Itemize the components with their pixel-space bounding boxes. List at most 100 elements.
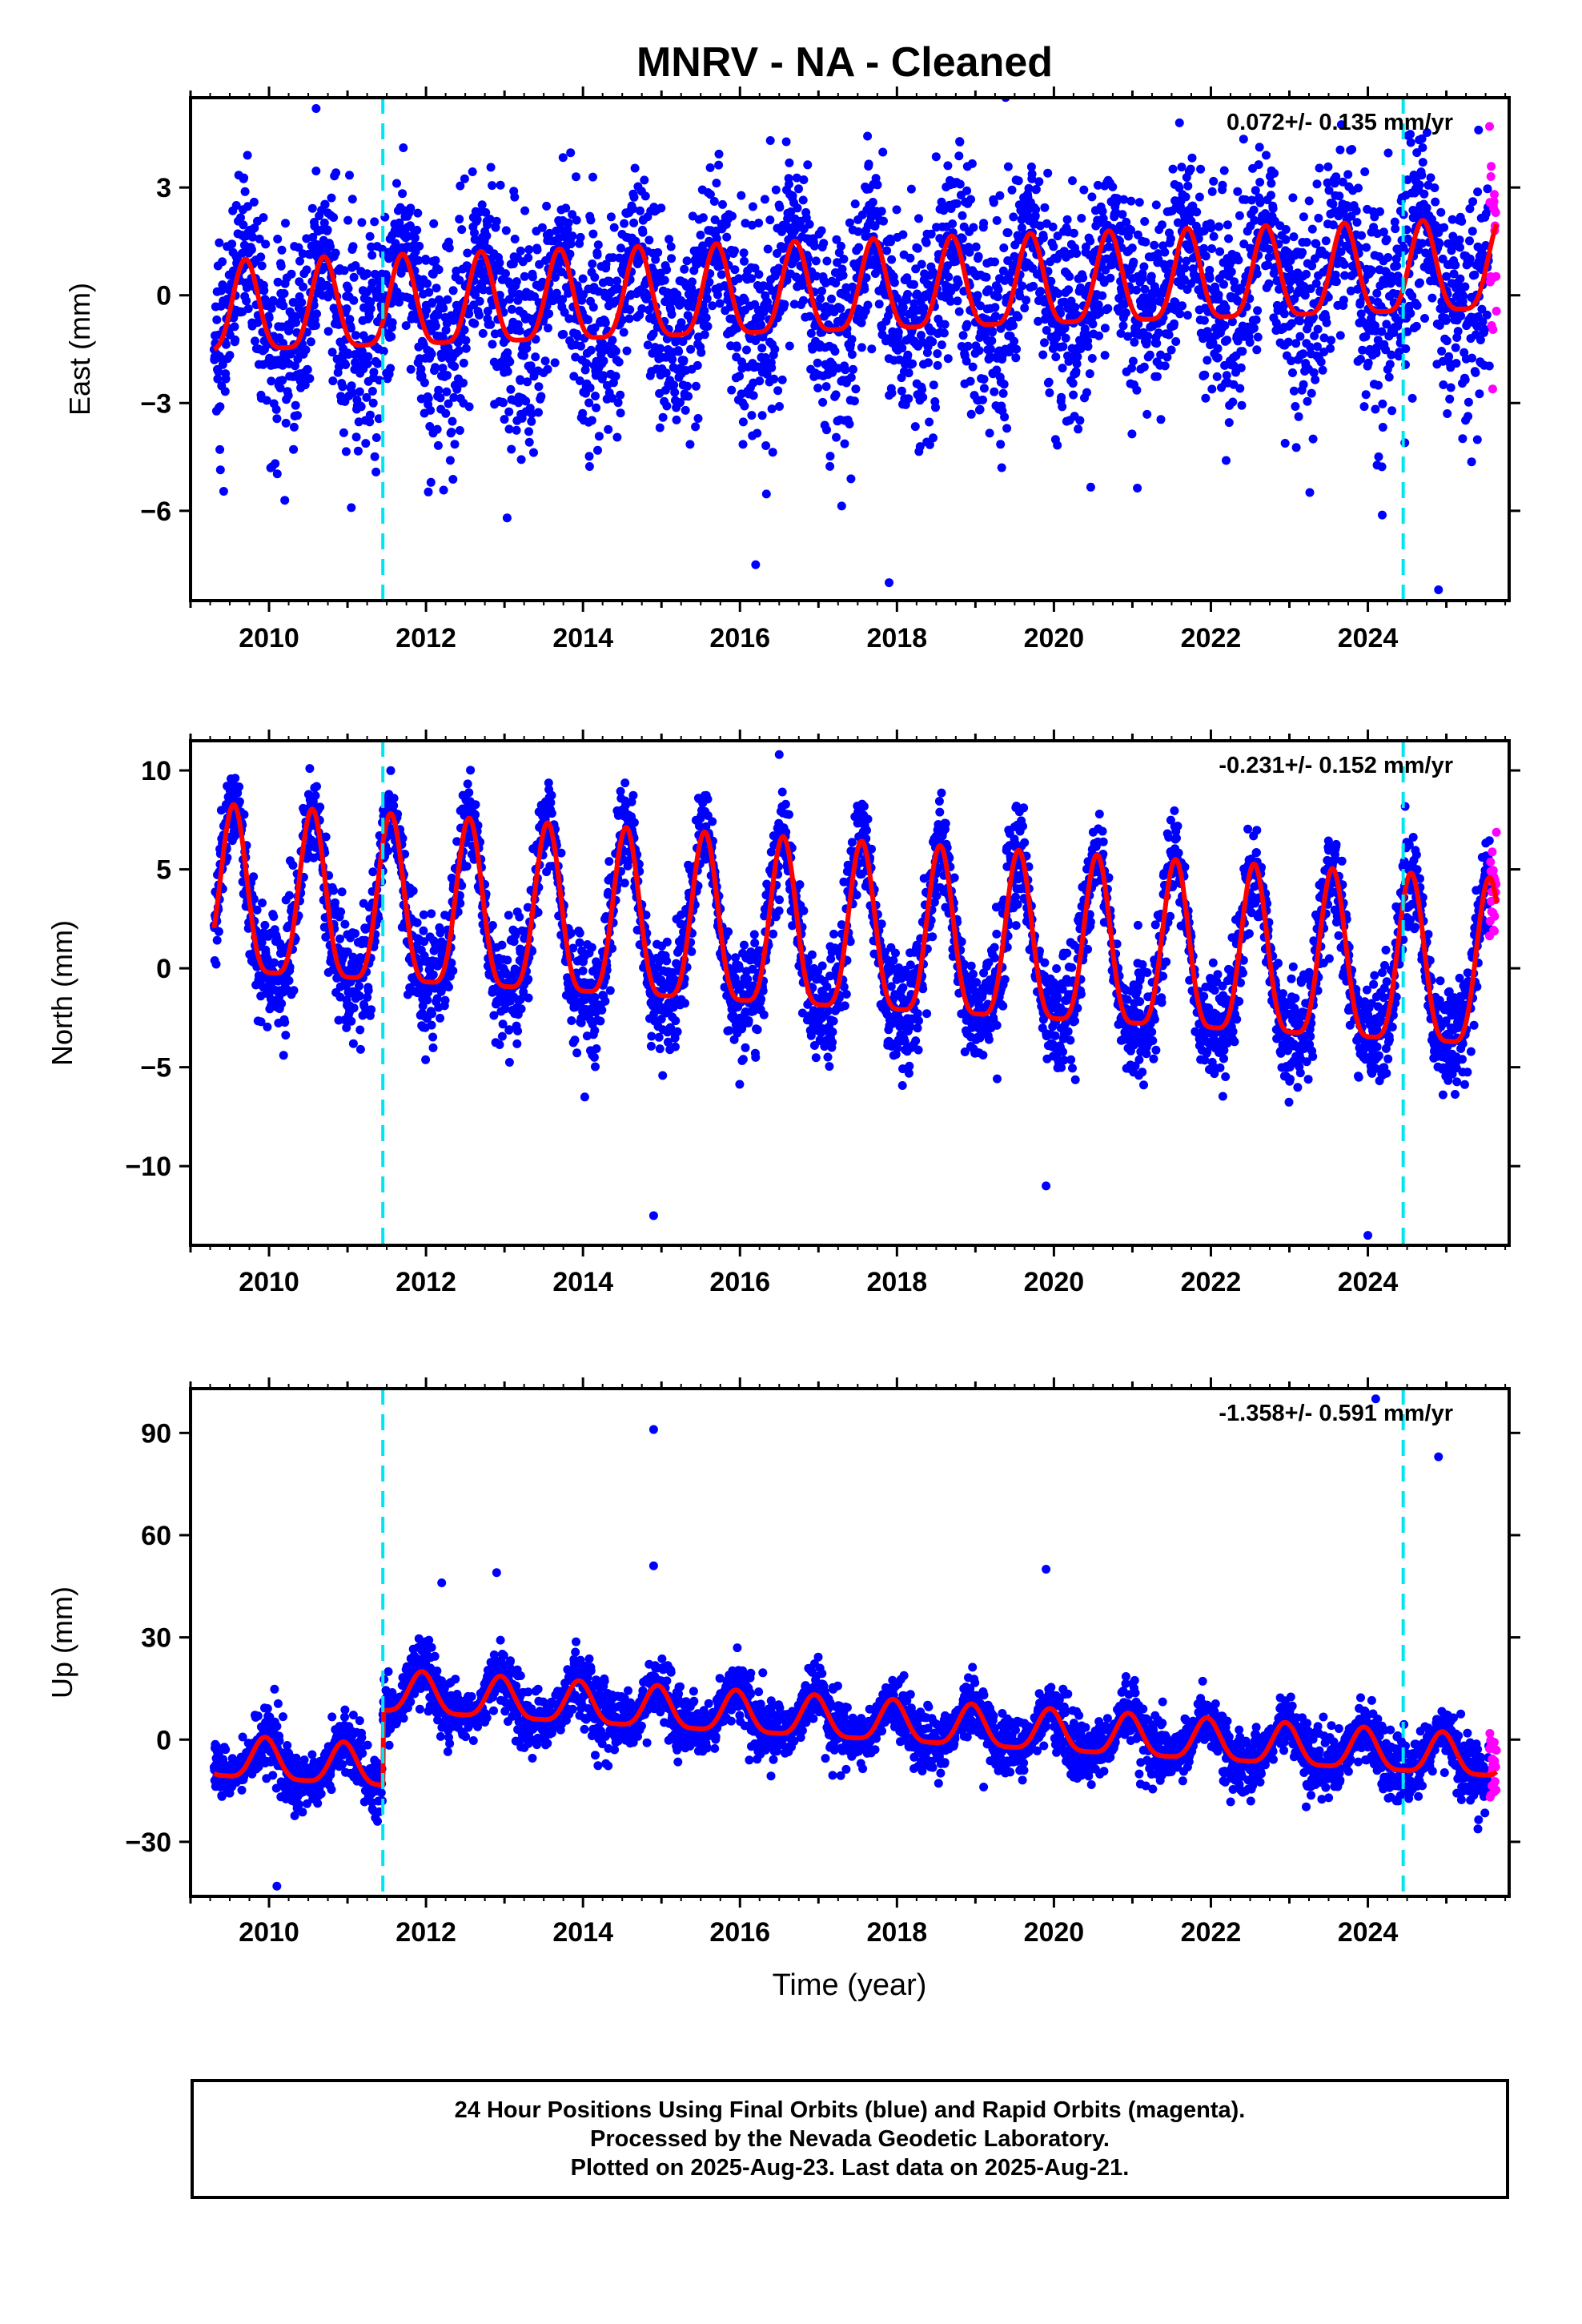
east-data-point — [966, 376, 975, 386]
east-data-point — [986, 344, 995, 354]
east-data-point — [1040, 338, 1049, 348]
east-data-point — [805, 219, 814, 229]
east-data-point — [1044, 377, 1054, 387]
east-data-point — [933, 360, 942, 370]
east-data-point — [775, 402, 784, 411]
east-data-point — [450, 440, 460, 449]
east-data-point — [1326, 344, 1335, 353]
north-data-point — [355, 981, 363, 991]
east-data-point — [219, 487, 228, 496]
east-data-point — [259, 286, 269, 296]
east-data-point — [1318, 365, 1327, 375]
east-data-point — [1207, 187, 1217, 196]
east-data-point — [860, 284, 869, 294]
east-data-point — [366, 297, 375, 307]
east-data-point — [604, 424, 613, 434]
east-data-point — [753, 362, 762, 372]
east-data-point — [1073, 352, 1082, 361]
east-data-point — [897, 386, 906, 396]
east-data-point — [527, 416, 536, 426]
east-data-point — [259, 213, 268, 223]
east-data-point — [1224, 234, 1233, 243]
east-data-point — [954, 307, 964, 316]
east-data-point — [806, 328, 816, 338]
east-data-point — [1036, 287, 1046, 296]
east-data-point — [364, 312, 374, 322]
east-data-point — [754, 219, 764, 227]
east-data-point — [1253, 306, 1263, 316]
east-y-axis-label: East (mm) — [63, 283, 96, 416]
east-data-point — [1238, 347, 1247, 356]
east-data-point — [551, 272, 560, 282]
east-data-point — [1134, 198, 1144, 207]
east-data-point — [1088, 320, 1098, 329]
east-data-point — [631, 236, 640, 246]
east-outlier-point — [1434, 585, 1443, 595]
east-data-point — [619, 328, 628, 337]
east-data-point — [825, 452, 835, 461]
east-data-point — [847, 335, 857, 344]
east-data-point — [591, 392, 600, 400]
east-data-point — [1126, 225, 1135, 235]
east-rapid-point — [1486, 172, 1496, 181]
east-data-point — [667, 310, 677, 319]
east-data-point — [1357, 231, 1367, 240]
east-data-point — [213, 374, 223, 384]
east-data-point — [1140, 217, 1150, 226]
east-data-point — [323, 327, 333, 336]
east-data-point — [1087, 192, 1097, 202]
east-data-point — [873, 180, 882, 190]
east-data-point — [608, 253, 618, 263]
east-data-point — [805, 312, 814, 321]
east-data-point — [753, 428, 762, 438]
east-data-point — [653, 247, 663, 257]
east-data-point — [1470, 270, 1480, 279]
east-data-point — [247, 245, 256, 255]
east-data-point — [1018, 281, 1027, 291]
east-data-point — [668, 355, 677, 364]
east-data-point — [1170, 319, 1178, 328]
north-data-point — [351, 929, 360, 939]
east-data-point — [347, 381, 356, 391]
east-data-point — [362, 392, 371, 402]
east-data-point — [966, 409, 976, 419]
east-data-point — [773, 249, 781, 258]
east-data-point — [845, 420, 854, 428]
north-data-point — [284, 976, 294, 985]
east-data-point — [613, 398, 623, 408]
east-data-point — [231, 335, 240, 344]
east-data-point — [1098, 291, 1107, 300]
east-data-point — [902, 273, 912, 283]
east-data-point — [1118, 210, 1127, 219]
east-data-point — [1012, 344, 1022, 354]
east-data-point — [897, 344, 907, 353]
east-data-point — [271, 404, 281, 414]
east-data-point — [1354, 183, 1363, 193]
east-data-point — [760, 195, 769, 204]
east-data-point — [674, 347, 684, 356]
east-data-point — [832, 432, 841, 442]
east-data-point — [660, 275, 669, 285]
north-data-point — [383, 846, 393, 856]
east-data-point — [847, 350, 857, 360]
east-data-point — [214, 367, 223, 376]
east-data-point — [793, 203, 802, 213]
east-data-point — [1182, 311, 1192, 320]
east-data-point — [1291, 443, 1301, 452]
east-data-point — [854, 243, 864, 252]
east-data-point — [748, 202, 757, 211]
east-data-point — [320, 199, 330, 209]
east-data-point — [343, 215, 353, 225]
east-data-point — [594, 432, 604, 441]
north-data-point — [423, 995, 432, 1005]
north-data-point — [212, 935, 222, 945]
east-data-point — [705, 277, 714, 287]
east-data-point — [427, 349, 436, 359]
east-data-point — [1108, 182, 1118, 191]
east-data-point — [681, 405, 690, 415]
east-data-point — [955, 137, 965, 147]
east-data-point — [588, 259, 597, 268]
east-data-point — [1064, 285, 1074, 295]
east-data-point — [1227, 267, 1236, 276]
east-data-point — [590, 272, 600, 282]
